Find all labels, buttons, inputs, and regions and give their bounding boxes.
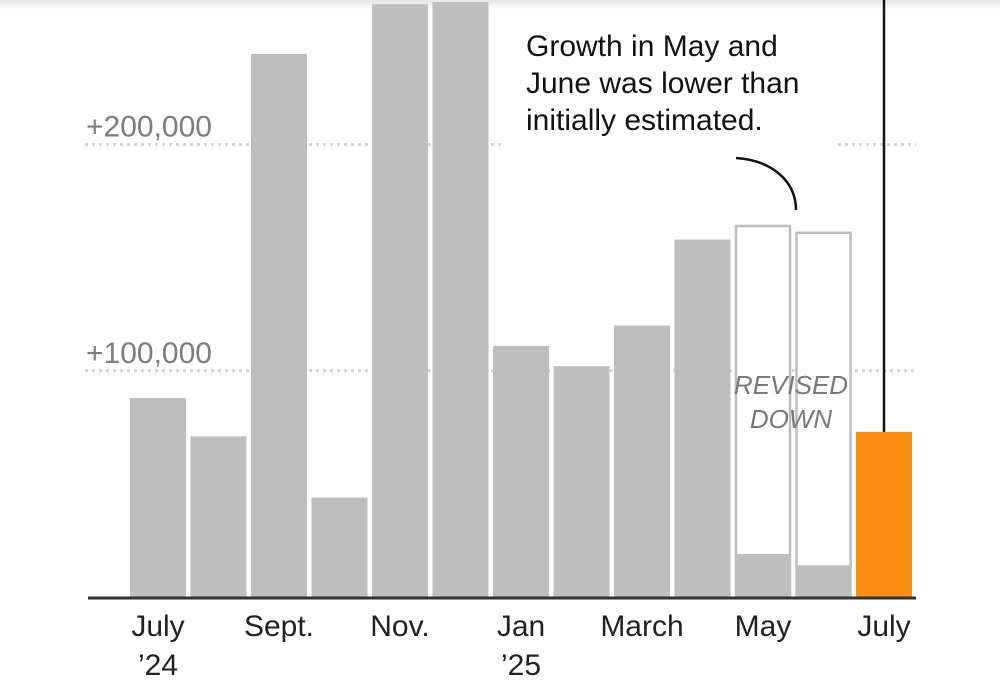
x-tick-label-6-line-0: July: [857, 610, 910, 643]
top-fade: [0, 0, 1000, 10]
x-tick-label-3-line-0: Jan: [497, 610, 545, 643]
bar-9: [674, 239, 731, 597]
x-tick-label-2-line-0: Nov.: [370, 610, 429, 643]
revised-label-line-1: REVISED: [733, 370, 849, 400]
bar-0: [130, 397, 186, 597]
bar-10: [735, 554, 791, 597]
annotation-line-2: June was lower than: [526, 67, 800, 100]
annotation-line-1: Growth in May and: [526, 30, 778, 63]
revised-down-label: REVISED DOWN: [706, 368, 876, 436]
x-tick-label-5-line-0: May: [735, 610, 792, 643]
bar-8: [614, 325, 670, 597]
annotation-text: Growth in May and June was lower than in…: [526, 28, 846, 139]
x-tick-label-0-line-0: July: [131, 610, 184, 643]
initial-estimate-bar-10: [734, 224, 792, 599]
annotation-line-3: initially estimated.: [526, 104, 763, 137]
bar-4: [372, 4, 428, 598]
bar-12: [856, 431, 912, 597]
bar-11: [795, 565, 852, 597]
x-tick-label-1-line-0: Sept.: [244, 610, 314, 643]
x-tick-label-3-line-1: ’25: [501, 649, 541, 681]
bar-2: [251, 54, 307, 597]
bar-6: [493, 345, 549, 597]
y-tick-label-0: +100,000: [86, 337, 212, 370]
bar-3: [311, 497, 368, 597]
x-tick-label-0-line-1: ’24: [138, 649, 178, 681]
bar-5: [432, 2, 489, 597]
bar-1: [190, 436, 247, 597]
annotation-leader-line: [735, 156, 798, 211]
revised-label-line-2: DOWN: [749, 404, 833, 434]
bar-7: [553, 366, 610, 597]
x-tick-label-4-line-0: March: [600, 610, 683, 643]
y-tick-label-1: +200,000: [86, 111, 212, 144]
